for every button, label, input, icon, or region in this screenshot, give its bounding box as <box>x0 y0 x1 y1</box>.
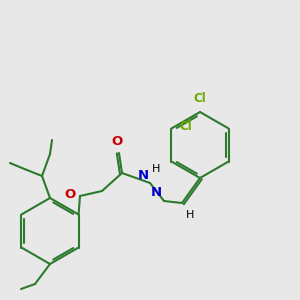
Text: O: O <box>111 135 123 148</box>
Text: N: N <box>138 169 149 182</box>
Text: Cl: Cl <box>179 120 192 133</box>
Text: H: H <box>152 164 160 174</box>
Text: H: H <box>186 210 194 220</box>
Text: O: O <box>65 188 76 200</box>
Text: Cl: Cl <box>194 92 206 105</box>
Text: N: N <box>151 186 162 199</box>
